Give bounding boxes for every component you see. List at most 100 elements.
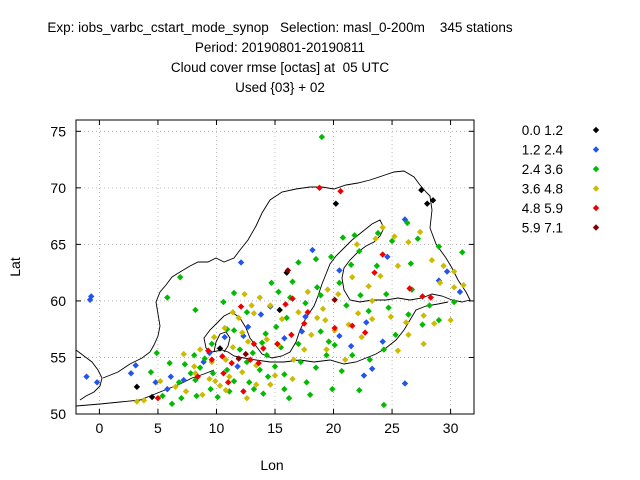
data-point-3 (220, 298, 227, 306)
data-point-1 (148, 393, 156, 401)
data-point-6 (242, 350, 249, 358)
data-point-4 (253, 381, 260, 388)
data-point-6 (331, 296, 338, 303)
data-points (83, 133, 467, 409)
data-point-4 (322, 316, 329, 324)
data-point-5 (289, 295, 296, 302)
data-point-2 (456, 288, 464, 296)
data-point-2 (83, 373, 90, 380)
x-tick-label: 25 (384, 420, 400, 436)
data-point-3 (153, 349, 160, 357)
data-point-4 (428, 257, 436, 264)
data-point-1 (423, 200, 431, 207)
title-used: Used {03} + 02 (235, 80, 325, 95)
data-point-3 (317, 328, 324, 335)
legend-label: 4.8 5.9 (522, 201, 563, 216)
data-point-4 (196, 346, 204, 353)
data-point-4 (342, 356, 349, 363)
data-point-4 (319, 305, 327, 313)
data-point-4 (460, 281, 467, 289)
data-point-3 (166, 359, 173, 367)
data-point-3 (178, 394, 185, 402)
legend-marker (592, 204, 600, 212)
data-point-3 (214, 393, 221, 401)
data-point-3 (357, 292, 364, 299)
data-point-2 (152, 379, 159, 386)
data-point-4 (216, 382, 224, 389)
data-point-3 (243, 358, 251, 366)
data-point-3 (303, 379, 310, 386)
data-point-5 (406, 285, 413, 292)
data-point-3 (312, 255, 320, 263)
data-point-5 (247, 356, 254, 363)
coastline-britain (75, 349, 103, 401)
data-point-4 (308, 331, 315, 339)
data-point-4 (241, 290, 248, 298)
data-point-4 (377, 272, 384, 280)
legend: 0.0 1.2 1.2 2.4 2.4 3.6 3.6 4.8 4.8 5.9 5.9 7… (522, 123, 600, 236)
y-tick-label: 65 (50, 236, 66, 252)
data-point-3 (147, 368, 155, 376)
y-tick-label: 55 (50, 349, 66, 365)
data-point-3 (191, 352, 198, 359)
data-point-3 (223, 366, 231, 374)
x-tick-label: 0 (96, 420, 104, 436)
data-point-3 (435, 316, 443, 324)
data-point-4 (313, 314, 321, 322)
data-point-3 (374, 229, 382, 237)
data-point-4 (402, 319, 410, 326)
data-point-6 (284, 267, 292, 274)
title-period: Period: 20190801-20190811 (194, 40, 366, 55)
data-point-3 (306, 391, 314, 398)
data-point-4 (447, 316, 454, 324)
data-point-2 (302, 313, 309, 320)
data-point-4 (353, 241, 361, 248)
data-point-3 (313, 284, 321, 291)
data-point-5 (337, 188, 344, 195)
data-point-2 (164, 385, 171, 393)
data-point-3 (181, 361, 189, 368)
data-point-5 (282, 301, 289, 308)
data-point-4 (440, 262, 447, 270)
data-point-3 (201, 355, 208, 362)
x-tick-label: 30 (443, 420, 459, 436)
data-point-2 (234, 363, 241, 370)
data-point-3 (297, 358, 304, 366)
data-point-2 (257, 311, 265, 318)
data-point-2 (221, 333, 228, 341)
data-point-2 (336, 267, 343, 274)
data-point-5 (208, 356, 215, 363)
data-point-5 (219, 353, 226, 360)
data-point-4 (182, 388, 190, 395)
data-point-3 (250, 385, 258, 393)
data-point-3 (366, 356, 374, 363)
data-point-5 (379, 251, 386, 258)
data-point-5 (371, 269, 378, 276)
legend-marker (592, 185, 600, 192)
data-point-5 (228, 359, 235, 367)
data-point-4 (416, 228, 424, 236)
data-point-4 (222, 387, 230, 394)
legend-marker (592, 165, 600, 173)
data-point-4 (436, 279, 444, 287)
data-point-1 (429, 197, 437, 204)
data-point-4 (394, 347, 402, 354)
data-point-3 (295, 340, 302, 348)
data-point-5 (316, 184, 323, 192)
data-point-4 (387, 313, 395, 320)
data-point-3 (209, 370, 217, 377)
x-tick-label: 15 (267, 420, 283, 436)
legend-label: 2.4 3.6 (522, 162, 563, 177)
data-point-5 (194, 373, 201, 380)
data-point-3 (176, 273, 184, 281)
data-point-3 (339, 234, 347, 241)
data-point-2 (237, 259, 245, 266)
grid-lines (76, 120, 474, 415)
data-point-4 (226, 373, 233, 380)
data-point-3 (351, 232, 358, 239)
data-point-4 (349, 273, 356, 281)
data-point-1 (332, 200, 340, 207)
data-point-3 (289, 278, 296, 285)
data-point-2 (384, 253, 391, 261)
data-point-2 (443, 268, 451, 275)
